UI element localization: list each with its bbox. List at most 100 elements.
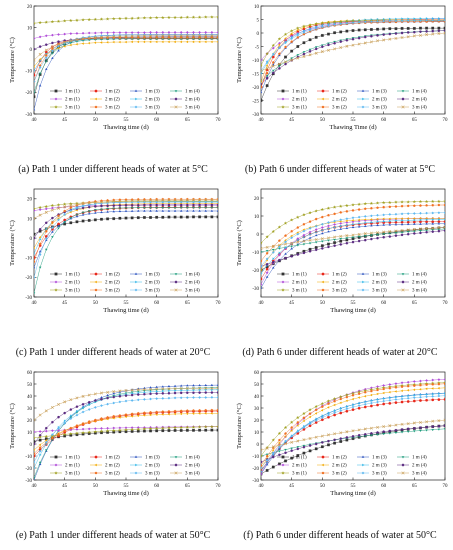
legend-entry-c-1-m-1: 1 m (1) (50, 272, 80, 278)
point-c-3-m-1-3 (50, 203, 55, 207)
series-line-d-2-m-4 (261, 230, 445, 267)
point-e-3-m-2-8 (81, 422, 85, 425)
point-a-3-m-1-13 (112, 16, 116, 21)
point-c-1-m-3-28 (204, 209, 207, 212)
point-a-3-m-4-16 (130, 34, 134, 38)
point-d-3-m-4-2 (271, 244, 275, 248)
legend-label-f-3-m-1: 3 m (1) (292, 472, 307, 477)
point-f-3-m-2-20 (382, 387, 385, 391)
x-tick-label-b-3: 55 (351, 118, 357, 123)
point-a-3-m-1-27 (197, 15, 202, 19)
point-a-3-m-4-11 (100, 35, 103, 39)
legend-label-e-1-m-4: 1 m (4) (185, 456, 200, 461)
point-e-2-m-2-17 (136, 414, 139, 418)
point-d-3-m-4-7 (302, 239, 306, 243)
point-d-1-m-3-16 (357, 225, 361, 228)
point-d-1-m-2-28 (431, 220, 435, 224)
legend-label-f-1-m-2: 1 m (2) (332, 456, 347, 461)
point-e-3-m-3-21 (161, 397, 165, 400)
point-c-3-m-3-26 (192, 200, 195, 204)
point-a-2-m-2-15 (124, 40, 127, 44)
point-e-3-m-1-27 (197, 425, 202, 429)
point-b-3-m-4-12 (333, 47, 337, 51)
point-a-2-m-1-24 (179, 30, 183, 34)
legend-marker-b-1-m-2 (321, 89, 325, 93)
point-c-1-m-1-6 (69, 221, 73, 225)
point-d-2-m-4-17 (363, 238, 367, 242)
point-b-2-m-4-20 (382, 33, 386, 36)
point-e-3-m-3-17 (136, 398, 140, 402)
point-c-1-m-1-28 (204, 215, 208, 219)
x-tick-label-c-6: 70 (216, 301, 222, 306)
legend-entry-a-2-m-2: 2 m (2) (90, 97, 120, 103)
point-d-3-m-4-24 (406, 228, 410, 232)
point-e-2-m-2-22 (167, 412, 170, 416)
point-f-1-m-4-1 (265, 453, 269, 456)
point-f-1-m-1-13 (339, 440, 343, 443)
point-d-3-m-1-2 (271, 229, 275, 233)
point-a-3-m-3-1 (38, 66, 42, 69)
point-b-2-m-2-5 (290, 32, 293, 35)
point-e-2-m-1-4 (57, 428, 60, 432)
legend-label-f-3-m-3: 3 m (3) (372, 472, 387, 477)
point-d-3-m-3-14 (345, 217, 349, 221)
point-f-3-m-1-10 (320, 401, 325, 406)
point-f-3-m-4-20 (382, 425, 386, 429)
point-d-3-m-4-21 (388, 230, 392, 233)
point-d-2-m-2-24 (406, 217, 409, 220)
point-e-3-m-3-15 (124, 399, 128, 403)
point-a-2-m-2-14 (118, 40, 121, 44)
point-d-2-m-2-18 (369, 218, 373, 221)
point-a-2-m-2-8 (81, 42, 84, 45)
legend-label-a-3-m-1: 3 m (1) (65, 106, 80, 111)
point-e-1-m-3-18 (143, 386, 146, 389)
point-d-1-m-4-9 (314, 241, 318, 244)
point-d-1-m-4-26 (419, 229, 422, 233)
series-group-d (261, 199, 445, 289)
point-b-3-m-4-14 (345, 44, 349, 48)
y-tick-label-d-1: -20 (252, 269, 259, 274)
point-c-1-m-3-26 (192, 209, 195, 212)
point-e-3-m-3-12 (106, 402, 109, 406)
point-f-3-m-3-4 (284, 439, 287, 443)
point-d-1-m-4-18 (370, 234, 373, 237)
point-e-3-m-2-16 (130, 412, 134, 415)
point-b-2-m-4-3 (278, 67, 281, 70)
point-b-1-m-1-28 (431, 26, 435, 30)
y-tick-label-a-2: -10 (25, 70, 32, 75)
legend-entry-a-3-m-4: 3 m (4) (170, 105, 200, 111)
point-b-3-m-4-30 (443, 31, 445, 35)
point-e-2-m-2-16 (130, 415, 133, 418)
point-c-1-m-4-30 (216, 206, 218, 209)
point-f-2-m-2-25 (412, 388, 416, 392)
point-b-3-m-4-6 (296, 56, 300, 60)
point-f-2-m-1-27 (425, 379, 428, 382)
point-f-2-m-4-5 (290, 449, 294, 452)
point-e-3-m-1-10 (93, 429, 98, 434)
legend-entry-a-2-m-3: 2 m (3) (130, 97, 160, 103)
point-f-3-m-2-7 (302, 416, 306, 419)
point-b-1-m-1-7 (302, 41, 306, 45)
legend-marker-c-3-m-4 (174, 288, 178, 292)
legend-label-d-3-m-2: 3 m (2) (332, 289, 347, 294)
point-d-3-m-3-4 (284, 240, 287, 244)
point-e-3-m-2-23 (173, 409, 177, 413)
point-d-3-m-1-11 (326, 206, 331, 210)
point-e-2-m-3-25 (186, 388, 189, 392)
point-b-2-m-3-29 (438, 17, 441, 20)
legend-label-f-3-m-2: 3 m (2) (332, 472, 347, 477)
legend-entry-d-3-m-4: 3 m (4) (397, 288, 427, 294)
point-d-2-m-1-1 (265, 271, 269, 275)
legend-marker-d-3-m-1 (281, 288, 285, 292)
legend-marker-c-2-m-4 (174, 280, 178, 284)
point-d-3-m-3-8 (308, 227, 312, 230)
legend-entry-d-3-m-2: 3 m (2) (317, 288, 347, 294)
point-f-2-m-4-12 (333, 438, 336, 441)
point-b-3-m-4-16 (357, 42, 361, 46)
x-tick-label-c-1: 45 (62, 301, 68, 306)
point-b-1-m-1-23 (400, 27, 404, 30)
point-f-2-m-2-11 (327, 406, 330, 409)
x-tick-label-f-1: 45 (289, 484, 295, 489)
point-f-3-m-3-21 (388, 398, 392, 402)
